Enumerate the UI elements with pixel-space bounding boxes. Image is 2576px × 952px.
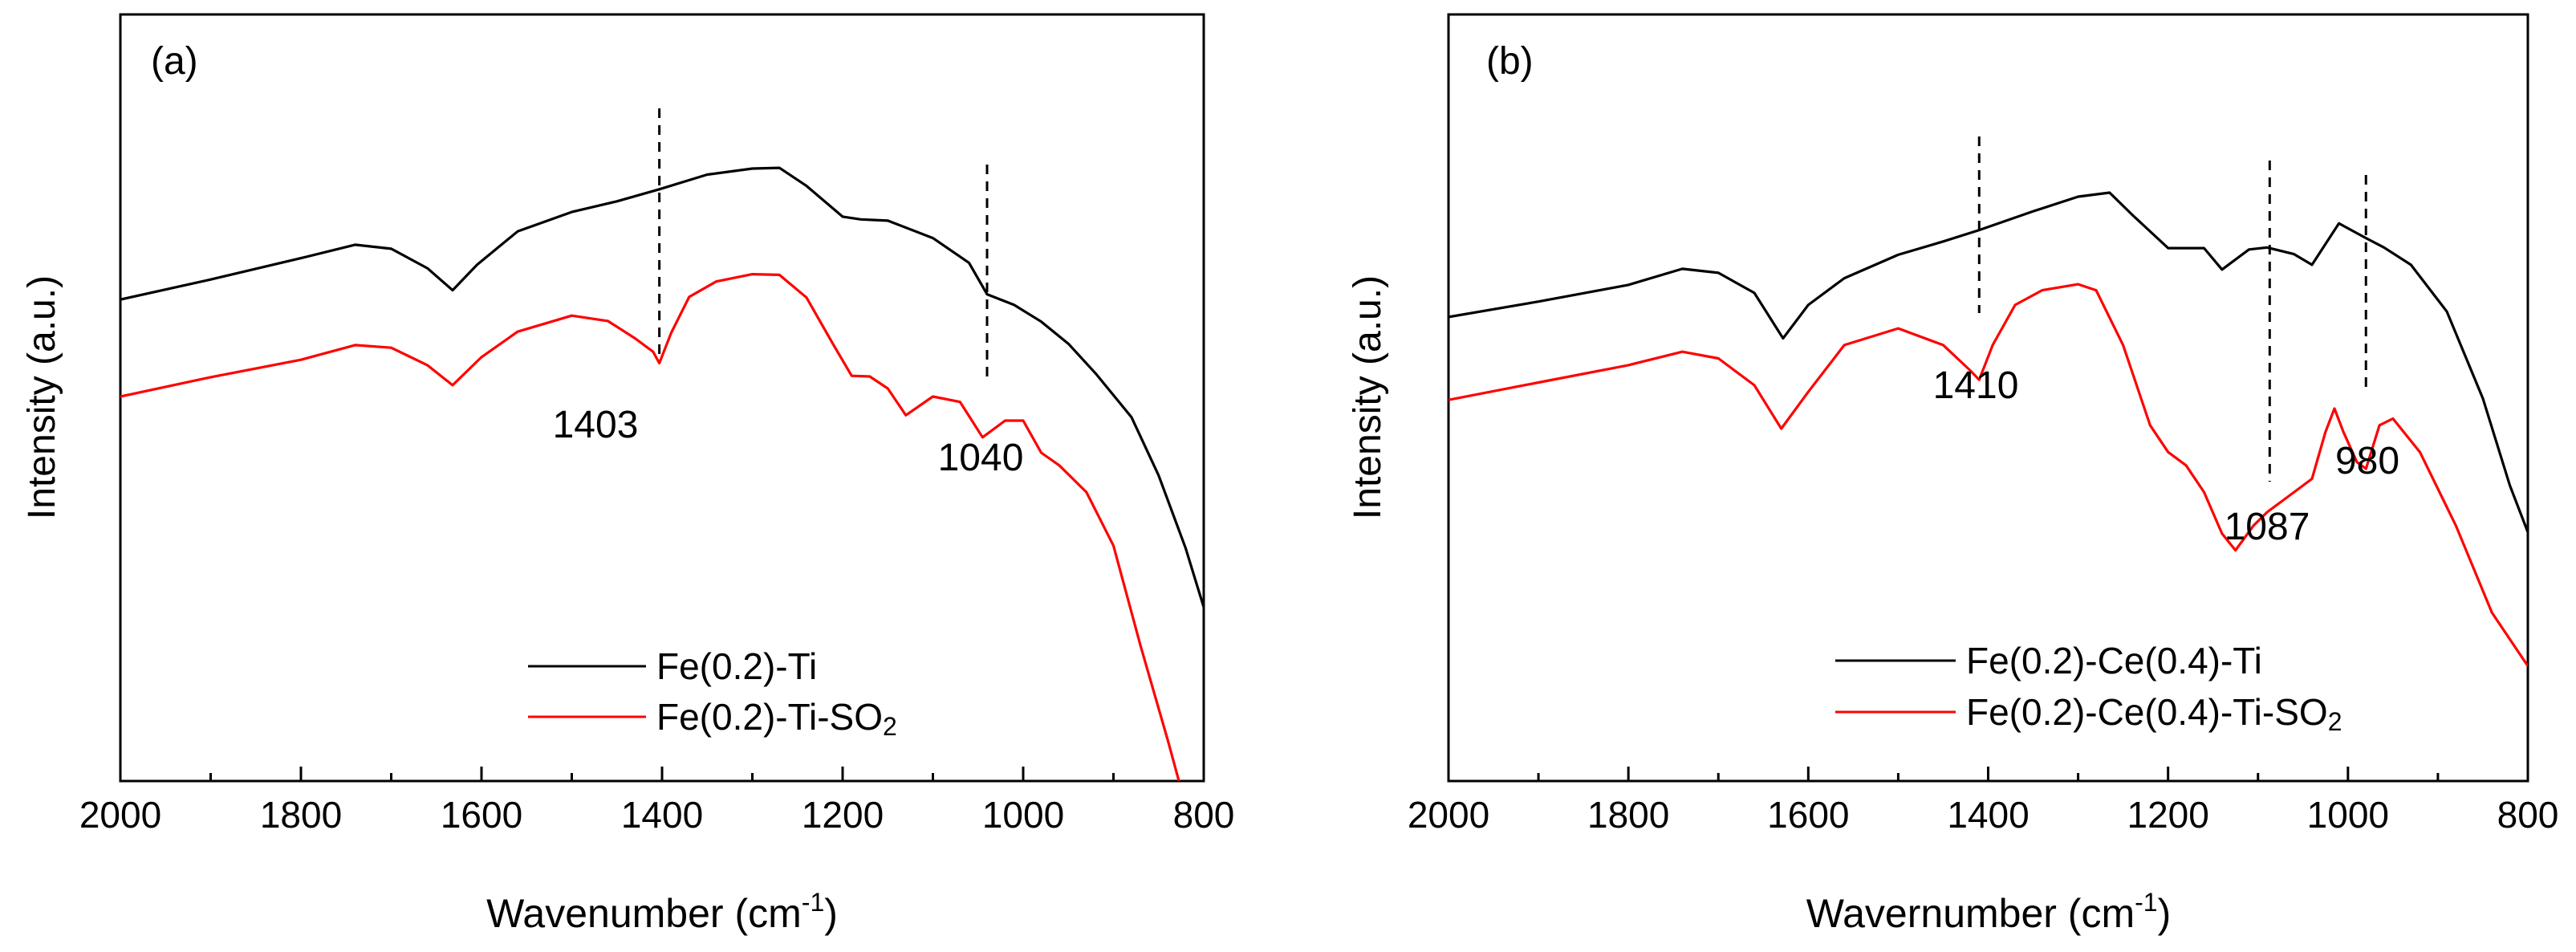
legend-label-fe-ti: Fe(0.2)-Ti bbox=[656, 645, 817, 687]
x-tick-label: 2000 bbox=[1408, 794, 1489, 836]
series-line-so2 bbox=[120, 273, 1180, 781]
x-tick-labels-a: 2000 1800 1600 1400 1200 1000 800 bbox=[79, 794, 1235, 836]
series-a bbox=[120, 166, 1204, 781]
legend-label-fe-ce-ti-so2: Fe(0.2)-Ce(0.4)-Ti-SO2 bbox=[1966, 691, 2342, 736]
x-axis-label-a-main: Wavenumber (cm bbox=[486, 891, 802, 936]
x-axis-label-a-sup: -1 bbox=[802, 888, 824, 917]
series-line-base bbox=[1448, 191, 2528, 533]
legend-label-fe-ce-ti-so2-main: Fe(0.2)-Ce(0.4)-Ti-SO bbox=[1966, 691, 2328, 733]
panel-label-b: (b) bbox=[1486, 40, 1534, 83]
x-axis-label-a-end: ) bbox=[824, 891, 838, 936]
x-tick-label: 1000 bbox=[2307, 794, 2389, 836]
x-tick-label: 1200 bbox=[802, 794, 884, 836]
legend-a: Fe(0.2)-Ti Fe(0.2)-Ti-SO2 bbox=[528, 645, 897, 741]
annotation-1410: 1410 bbox=[1933, 364, 2019, 407]
x-tick-label: 1600 bbox=[1767, 794, 1849, 836]
annotation-1403: 1403 bbox=[553, 404, 639, 446]
x-tick-label: 800 bbox=[2497, 794, 2559, 836]
legend-label-fe-ce-ti: Fe(0.2)-Ce(0.4)-Ti bbox=[1966, 640, 2262, 681]
annotation-1087: 1087 bbox=[2225, 506, 2310, 548]
legend-label-fe-ce-ti-so2-sub: 2 bbox=[2328, 707, 2342, 736]
x-axis-label-a: Wavenumber (cm-1) bbox=[486, 888, 838, 936]
series-b bbox=[1448, 191, 2528, 667]
x-tick-label: 1800 bbox=[260, 794, 342, 836]
panel-a: 2000 1800 1600 1400 1200 1000 800 (a) 1403 104… bbox=[21, 13, 1235, 936]
legend-label-fe-ti-so2: Fe(0.2)-Ti-SO2 bbox=[656, 696, 897, 741]
x-axis-label-b: Wavernumber (cm-1) bbox=[1806, 888, 2171, 936]
x-tick-label: 1400 bbox=[621, 794, 703, 836]
x-axis-label-b-end: ) bbox=[2158, 891, 2172, 936]
panel-b: 2000 1800 1600 1400 1200 1000 800 (b) 1410 108… bbox=[1347, 13, 2559, 936]
annotation-lines-a bbox=[658, 108, 989, 381]
legend-label-fe-ti-so2-sub: 2 bbox=[883, 712, 897, 741]
x-tick-labels-b: 2000 1800 1600 1400 1200 1000 800 bbox=[1408, 794, 2559, 836]
x-tick-label: 800 bbox=[1173, 794, 1235, 836]
annotation-lines-b bbox=[1977, 136, 2367, 482]
annotation-1040: 1040 bbox=[938, 437, 1024, 479]
series-line-base bbox=[120, 166, 1204, 608]
y-axis-label-b: Intensity (a.u.) bbox=[1347, 275, 1389, 519]
panel-label-a: (a) bbox=[151, 40, 198, 83]
series-line-so2 bbox=[1448, 283, 2528, 667]
x-axis-label-b-main: Wavernumber (cm bbox=[1806, 891, 2135, 936]
x-tick-label: 1000 bbox=[982, 794, 1064, 836]
x-tick-label: 1400 bbox=[1947, 794, 2029, 836]
legend-b: Fe(0.2)-Ce(0.4)-Ti Fe(0.2)-Ce(0.4)-Ti-SO… bbox=[1835, 640, 2342, 736]
y-axis-label-a: Intensity (a.u.) bbox=[21, 275, 63, 519]
x-tick-label: 2000 bbox=[79, 794, 161, 836]
x-ticks-a bbox=[119, 767, 1205, 781]
legend-label-fe-ti-so2-main: Fe(0.2)-Ti-SO bbox=[656, 696, 883, 738]
x-tick-label: 1600 bbox=[441, 794, 522, 836]
x-ticks-b bbox=[1447, 767, 2529, 781]
x-tick-label: 1800 bbox=[1587, 794, 1669, 836]
x-axis-label-b-sup: -1 bbox=[2135, 888, 2157, 917]
annotation-980: 980 bbox=[2335, 440, 2399, 482]
x-tick-label: 1200 bbox=[2127, 794, 2208, 836]
